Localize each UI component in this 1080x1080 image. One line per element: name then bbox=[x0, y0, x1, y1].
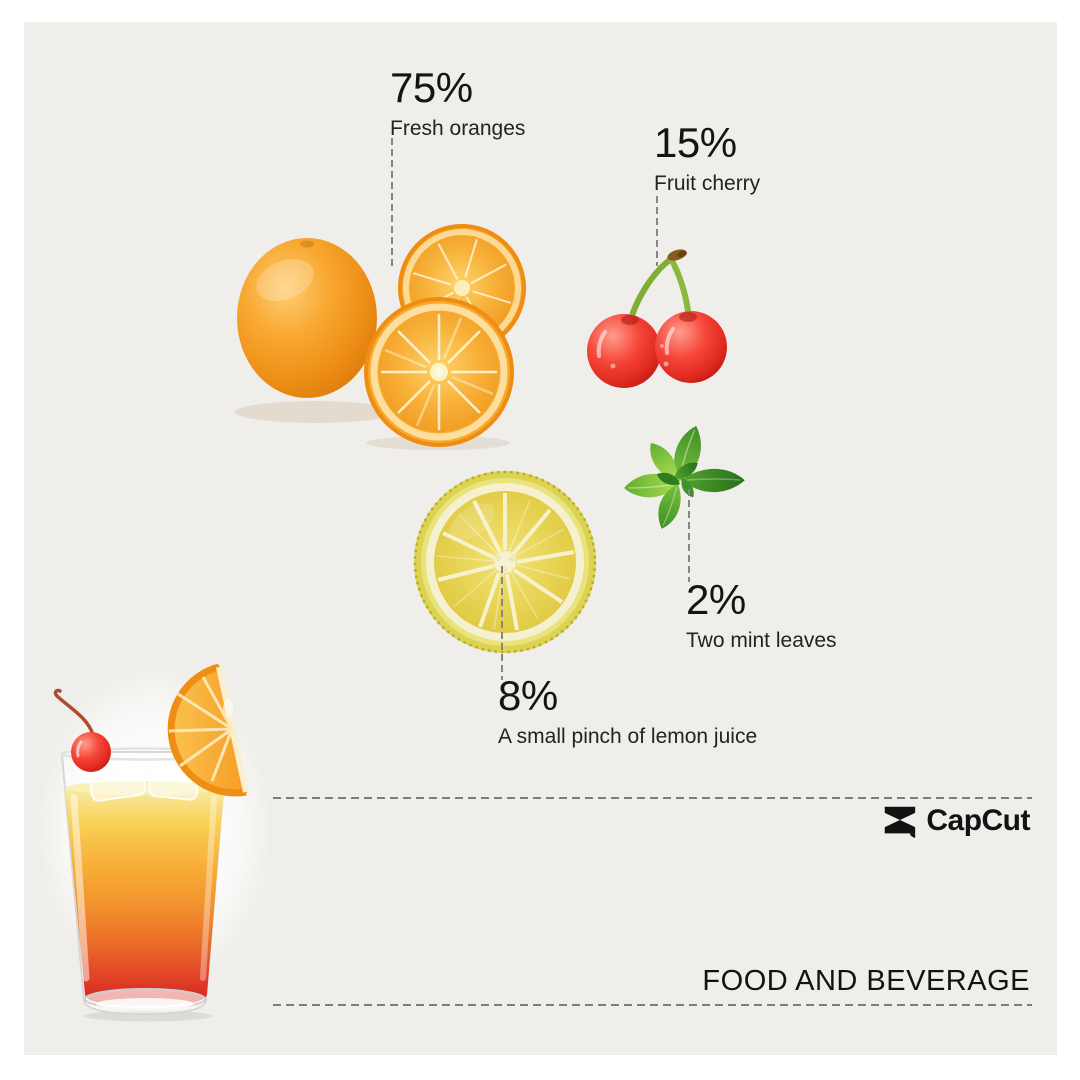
lemon-segments bbox=[437, 493, 575, 631]
cherries-image bbox=[587, 249, 727, 388]
category-title: FOOD AND BEVERAGE bbox=[702, 965, 1030, 997]
callout-lemon: 8% A small pinch of lemon juice bbox=[498, 672, 758, 749]
divider-bottom bbox=[273, 1004, 1032, 1006]
cherry-right bbox=[655, 311, 727, 383]
connector-oranges bbox=[391, 138, 393, 268]
whole-orange bbox=[237, 238, 377, 398]
divider-top bbox=[273, 797, 1032, 799]
callout-oranges: 75% Fresh oranges bbox=[390, 64, 526, 141]
glass-body bbox=[60, 747, 228, 1016]
lemon-label: A small pinch of lemon juice bbox=[498, 725, 758, 749]
lemon-percent: 8% bbox=[498, 672, 558, 719]
orange-wedge-garnish bbox=[167, 663, 249, 797]
connector-lemon bbox=[501, 566, 503, 680]
connector-cherry bbox=[656, 196, 658, 266]
callout-cherry: 15% Fruit cherry bbox=[654, 119, 761, 196]
cherry-percent: 15% bbox=[654, 119, 737, 166]
cherry-left bbox=[587, 314, 661, 388]
callout-mint: 2% Two mint leaves bbox=[686, 576, 837, 653]
orange-front-half bbox=[364, 297, 514, 447]
oranges-image bbox=[235, 224, 526, 450]
brand-name: CapCut bbox=[926, 804, 1030, 837]
juice-glass-image bbox=[53, 663, 249, 1022]
cherry-label: Fruit cherry bbox=[654, 172, 761, 196]
mint-label: Two mint leaves bbox=[686, 629, 837, 653]
oranges-label: Fresh oranges bbox=[390, 117, 526, 141]
brand-logo: CapCut bbox=[880, 803, 1030, 839]
oranges-percent: 75% bbox=[390, 64, 473, 111]
lemon-slice-image bbox=[413, 470, 597, 654]
cherry-garnish bbox=[53, 688, 111, 772]
mint-percent: 2% bbox=[686, 576, 746, 623]
connector-mint bbox=[688, 489, 690, 582]
capcut-icon bbox=[885, 806, 916, 839]
mint-leaves-image bbox=[624, 426, 745, 529]
